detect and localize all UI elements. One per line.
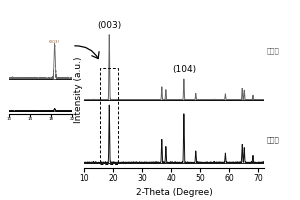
- Y-axis label: Intensity (a.u.): Intensity (a.u.): [74, 57, 82, 123]
- Text: 实施例: 实施例: [267, 48, 280, 54]
- Text: (003): (003): [49, 40, 60, 44]
- Text: (104): (104): [172, 65, 196, 74]
- Text: (003): (003): [97, 21, 122, 30]
- Text: 对比例: 对比例: [267, 136, 280, 143]
- Bar: [100, 68, 118, 164]
- X-axis label: 2-Theta (Degree): 2-Theta (Degree): [136, 188, 212, 197]
